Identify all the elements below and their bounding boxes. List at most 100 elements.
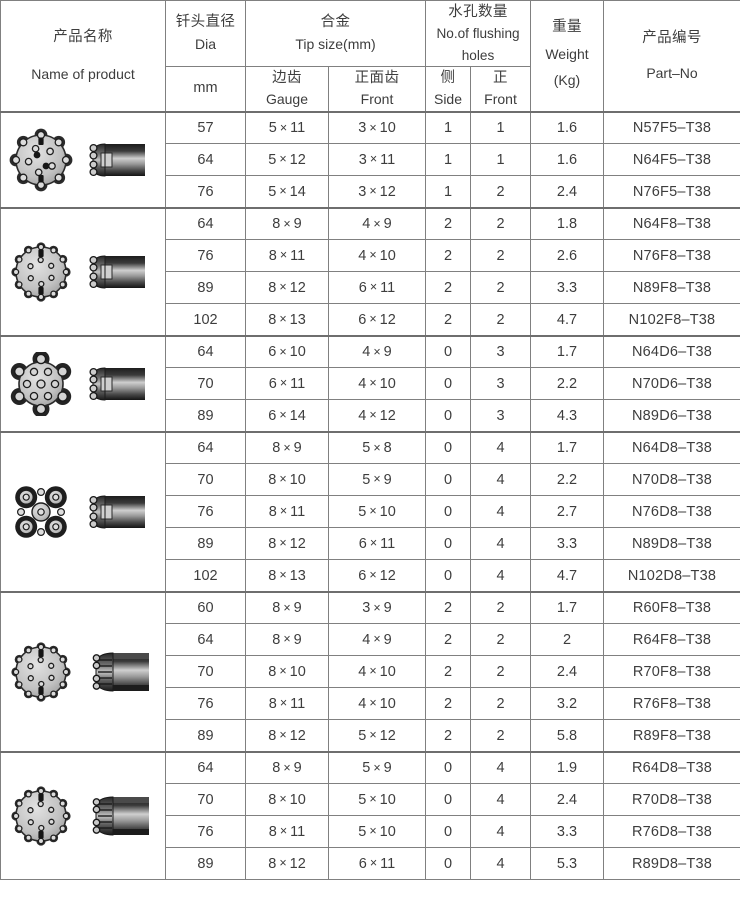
table-row: 89 8 × 12 5 × 12 2 2 5.8 R89F8–T38 — [1, 719, 740, 753]
cell-front: 4 × 10 — [328, 687, 426, 721]
cell-holes-front: 2 — [470, 687, 531, 721]
cell-weight: 3.3 — [530, 271, 604, 305]
header-holes-side: 侧 Side — [425, 65, 471, 113]
multiply-symbol: × — [369, 408, 377, 422]
cell-dia: 70 — [165, 463, 246, 497]
cell-gauge: 8 × 9 — [245, 590, 329, 625]
cell-weight: 2.6 — [530, 239, 604, 273]
cell-holes-front: 2 — [470, 271, 531, 305]
front-a: 4 — [358, 695, 367, 712]
gauge-b: 11 — [290, 503, 306, 520]
drill-bit-side-icon — [92, 796, 149, 836]
gauge-b: 9 — [293, 600, 302, 616]
cell-weight: 2.4 — [530, 655, 604, 689]
front-b: 10 — [379, 823, 396, 840]
multiply-symbol: × — [373, 216, 381, 231]
cell-dia: 64 — [165, 750, 246, 785]
gauge-b: 12 — [289, 855, 306, 872]
gauge-a: 6 — [268, 375, 277, 392]
multiply-symbol: × — [373, 472, 381, 487]
cell-dia: 89 — [165, 847, 246, 881]
table-row: 89 8 × 12 6 × 11 0 4 3.3 N89D8–T38 — [1, 527, 740, 561]
gauge-a: 6 — [268, 344, 277, 360]
front-a: 3 — [358, 183, 367, 200]
gauge-a: 8 — [268, 663, 277, 680]
product-image-wrap — [1, 351, 165, 416]
gauge-a: 5 — [268, 183, 277, 200]
gauge-b: 11 — [290, 375, 306, 392]
header-holes-cn: 水孔数量 — [448, 4, 508, 20]
multiply-symbol: × — [279, 728, 287, 742]
front-a: 5 — [362, 471, 371, 488]
multiply-symbol: × — [369, 824, 377, 839]
front-b: 9 — [383, 600, 392, 616]
cell-part-no: R89F8–T38 — [603, 719, 740, 753]
gauge-b: 11 — [290, 823, 306, 840]
cell-gauge: 8 × 13 — [245, 303, 329, 337]
multiply-symbol: × — [369, 568, 377, 582]
front-a: 6 — [358, 855, 367, 872]
drill-bit-face-icon — [11, 242, 71, 302]
cell-weight: 1.7 — [530, 334, 604, 369]
front-a: 4 — [358, 663, 367, 680]
cell-front: 6 × 11 — [328, 527, 426, 561]
gauge-a: 5 — [268, 151, 277, 168]
cell-holes-side: 2 — [425, 623, 471, 657]
cell-holes-front: 3 — [470, 334, 531, 369]
cell-front: 3 × 9 — [328, 590, 426, 625]
front-a: 5 — [358, 791, 367, 808]
cell-holes-side: 0 — [425, 334, 471, 369]
cell-dia: 76 — [165, 175, 246, 209]
gauge-b: 10 — [289, 791, 306, 808]
cell-weight: 1.9 — [530, 750, 604, 785]
cell-dia: 70 — [165, 367, 246, 401]
cell-gauge: 8 × 11 — [245, 495, 329, 529]
cell-front: 3 × 12 — [328, 175, 426, 209]
header-holes-front: 正 Front — [470, 65, 531, 113]
front-a: 4 — [362, 631, 371, 648]
multiply-symbol: × — [369, 376, 377, 391]
cell-dia: 76 — [165, 239, 246, 273]
table-row: 70 8 × 10 5 × 9 0 4 2.2 N70D8–T38 — [1, 463, 740, 497]
cell-weight: 1.8 — [530, 206, 604, 241]
table-row: 89 6 × 14 4 × 12 0 3 4.3 N89D6–T38 — [1, 399, 740, 433]
table-row: 60 8 × 9 3 × 9 2 2 1.7 R60F8–T38 — [0, 590, 740, 753]
front-b: 10 — [379, 663, 396, 680]
table-row: 76 8 × 11 4 × 10 2 2 3.2 R76F8–T38 — [1, 687, 740, 721]
cell-holes-side: 0 — [425, 527, 471, 561]
front-b: 10 — [379, 375, 396, 392]
gauge-a: 8 — [268, 855, 277, 872]
cell-gauge: 5 × 11 — [245, 110, 329, 145]
product-image-wrap — [1, 480, 165, 544]
cell-weight: 2.7 — [530, 495, 604, 529]
product-image-wrap — [1, 640, 165, 704]
cell-part-no: N70D6–T38 — [603, 367, 740, 401]
gauge-a: 8 — [268, 311, 277, 328]
cell-dia: 89 — [165, 271, 246, 305]
cell-front: 5 × 10 — [328, 495, 426, 529]
front-b: 9 — [383, 471, 392, 488]
drill-bit-side-icon — [89, 367, 145, 401]
cell-holes-side: 0 — [425, 783, 471, 817]
cell-gauge: 8 × 12 — [245, 527, 329, 561]
drill-bit-side-icon — [89, 255, 145, 289]
header-weight-en: Weight — [545, 45, 589, 62]
header-side-en: Side — [433, 91, 463, 108]
header-alloy: 合金 Tip size(mm) — [245, 0, 426, 67]
gauge-b: 9 — [293, 216, 302, 232]
gauge-b: 13 — [289, 311, 306, 328]
cell-holes-front: 2 — [470, 623, 531, 657]
header-weight-cn: 重量 — [552, 19, 582, 36]
header-alloy-en: Tip size(mm) — [295, 35, 376, 52]
cell-front: 5 × 9 — [328, 750, 426, 785]
front-a: 4 — [358, 247, 367, 264]
cell-gauge: 8 × 9 — [245, 430, 329, 465]
cell-gauge: 8 × 10 — [245, 783, 329, 817]
cell-holes-side: 0 — [425, 367, 471, 401]
multiply-symbol: × — [369, 152, 378, 167]
cell-holes-front: 4 — [470, 495, 531, 529]
drill-bit-side-icon — [92, 652, 149, 692]
cell-holes-front: 1 — [470, 143, 531, 177]
cell-front: 6 × 12 — [328, 559, 426, 593]
cell-gauge: 5 × 14 — [245, 175, 329, 209]
